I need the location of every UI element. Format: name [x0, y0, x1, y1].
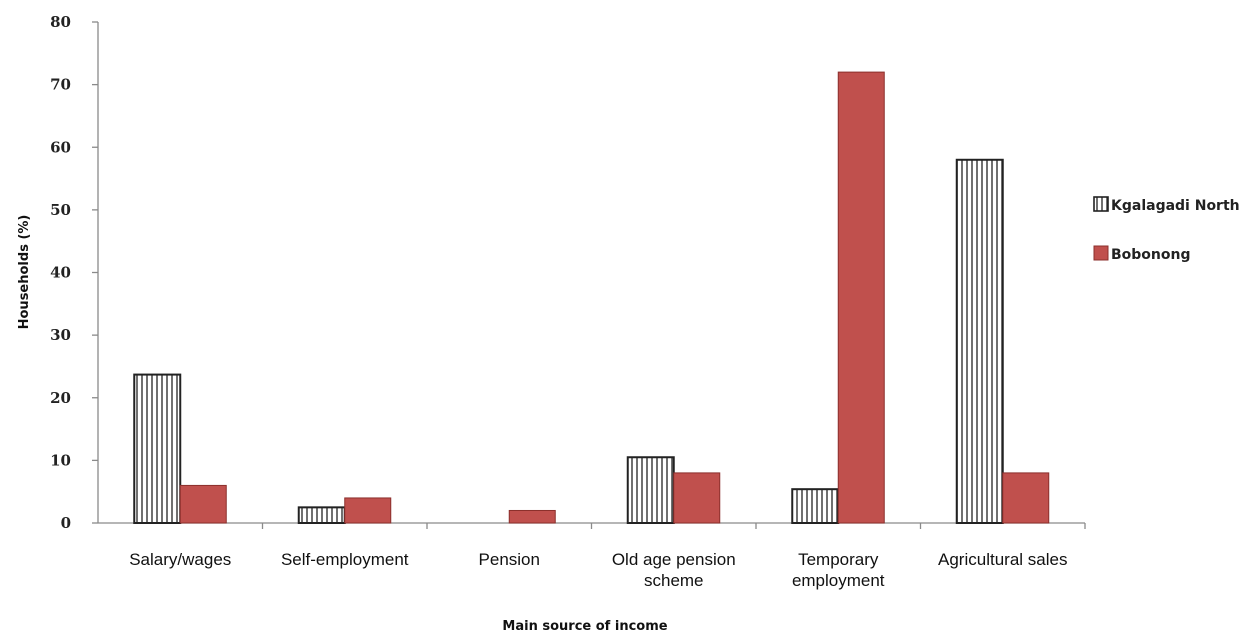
- bar-bobonong: [179, 484, 227, 524]
- bar-bobonong: [673, 472, 721, 524]
- x-tick-label-line: Old age pension: [612, 550, 736, 569]
- y-tick-label: 70: [50, 76, 71, 94]
- x-axis-title: Main source of income: [502, 619, 667, 634]
- x-tick-label-line: Temporary: [798, 550, 879, 569]
- bar-kgalagadi-north: [955, 158, 1004, 524]
- x-tick-label: Agricultural sales: [938, 550, 1067, 569]
- bar-bobonong: [344, 497, 392, 524]
- x-tick-label: Temporary employment: [792, 550, 885, 590]
- bar-bobonong: [837, 71, 885, 524]
- y-tick-label: 30: [50, 326, 71, 344]
- y-tick-label: 10: [50, 451, 71, 469]
- y-tick-label: 40: [50, 264, 71, 282]
- x-tick-label: Self-employment: [281, 550, 409, 569]
- y-tick-label: 80: [50, 13, 71, 31]
- bar-kgalagadi-north: [133, 373, 182, 524]
- x-tick-label: Pension: [479, 550, 540, 569]
- legend-label-bobonong: Bobonong: [1111, 247, 1191, 263]
- bar-bobonong: [1002, 472, 1050, 524]
- bar-kgalagadi-north: [626, 456, 675, 524]
- y-tick-label: 60: [50, 138, 71, 156]
- x-tick-label-line: Agricultural sales: [938, 550, 1067, 569]
- x-tick-label: Salary/wages: [129, 550, 231, 569]
- x-tick-label-line: Salary/wages: [129, 550, 231, 569]
- x-tick-label-line: employment: [792, 571, 885, 590]
- legend-label-kgalagadi-north: Kgalagadi North: [1111, 198, 1240, 214]
- x-tick-label-line: Pension: [479, 550, 540, 569]
- x-tick-label-line: Self-employment: [281, 550, 409, 569]
- legend-swatch-kgalagadi-north: [1093, 196, 1109, 212]
- y-tick-label: 0: [61, 514, 71, 532]
- y-tick-label: 20: [50, 389, 71, 407]
- x-tick-label-line: scheme: [644, 571, 704, 590]
- y-tick-label: 50: [50, 201, 71, 219]
- y-axis-title: Households (%): [17, 215, 32, 330]
- x-tick-label: Old age pension scheme: [612, 550, 736, 590]
- bar-bobonong: [508, 509, 556, 524]
- legend-swatch-bobonong: [1093, 245, 1109, 261]
- bar-kgalagadi-north: [297, 506, 346, 524]
- bar-kgalagadi-north: [791, 488, 840, 524]
